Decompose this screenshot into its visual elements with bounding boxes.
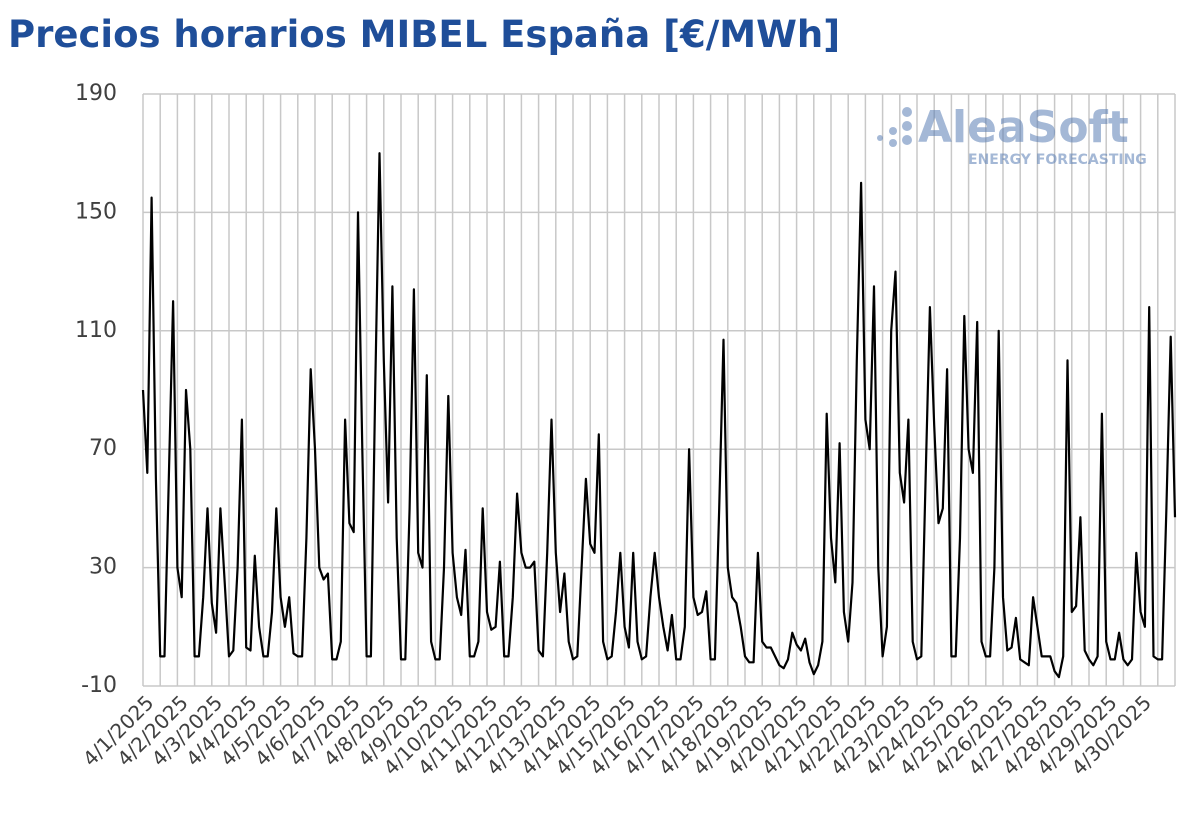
y-tick-label: 190 xyxy=(75,81,117,106)
y-tick-label: -10 xyxy=(81,673,117,698)
price-line xyxy=(141,152,1177,679)
watermark: AleaSoft ENERGY FORECASTING xyxy=(877,102,1147,168)
y-tick-label: 30 xyxy=(89,555,117,580)
y-tick-label: 70 xyxy=(89,436,117,461)
logo-dot xyxy=(902,107,912,117)
y-tick-label: 110 xyxy=(75,318,117,343)
logo-dot xyxy=(889,139,897,147)
logo-dot xyxy=(877,135,883,141)
logo-dot xyxy=(889,127,897,135)
y-tick-label: 150 xyxy=(75,199,117,224)
logo-dot xyxy=(902,121,912,131)
logo-tagline: ENERGY FORECASTING xyxy=(968,152,1147,168)
logo-dot xyxy=(902,135,912,145)
chart-title: Precios horarios MIBEL España [€/MWh] xyxy=(8,13,840,56)
logo-name: AleaSoft xyxy=(918,102,1129,153)
